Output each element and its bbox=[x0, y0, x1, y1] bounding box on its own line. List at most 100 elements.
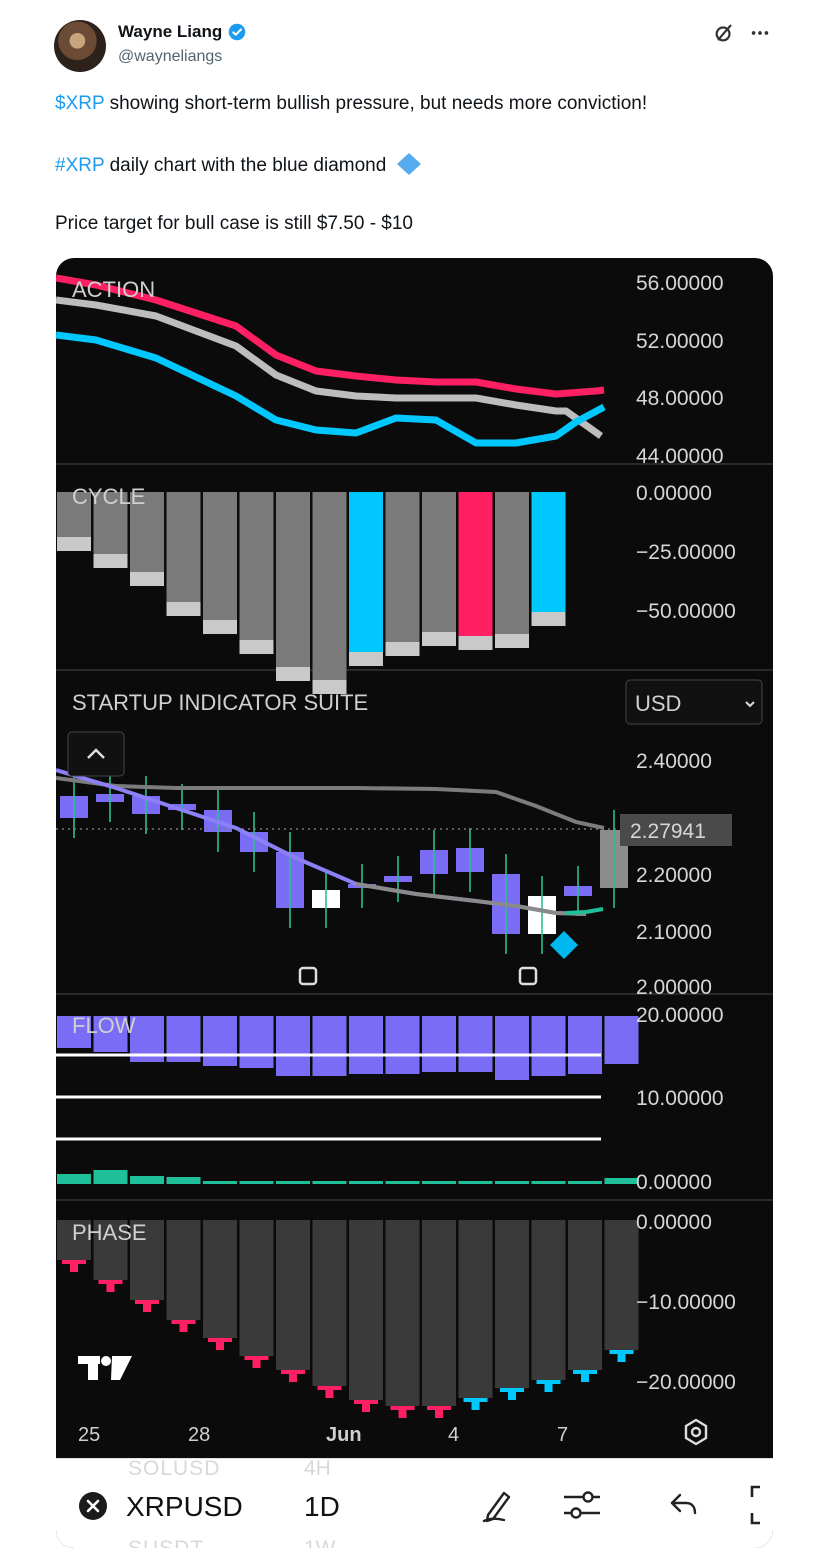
phase-bar bbox=[604, 1220, 639, 1350]
author-name[interactable]: Wayne Liang bbox=[118, 22, 223, 41]
action-pink-line bbox=[56, 274, 605, 398]
date-label: Jun bbox=[326, 1424, 362, 1446]
flow-bar bbox=[604, 1016, 639, 1064]
phase-bar bbox=[495, 1220, 529, 1388]
more-options-icon[interactable] bbox=[749, 22, 771, 44]
cycle-bar-cap bbox=[458, 632, 493, 650]
date-label: 28 bbox=[188, 1424, 210, 1446]
chart-canvas: ACTION 56.00000 52.00000 48.00000 44.000… bbox=[56, 272, 773, 1446]
last-price-badge bbox=[620, 814, 732, 846]
main-tick-2: 2.10000 bbox=[636, 921, 712, 944]
tweet-text-line-2: #XRP daily chart with the blue diamond bbox=[55, 152, 422, 178]
flow-teal-bar bbox=[458, 1181, 493, 1184]
cycle-bar-cap bbox=[312, 676, 347, 694]
cycle-bar bbox=[385, 492, 420, 642]
action-cyan-line bbox=[56, 331, 606, 447]
flow-teal-bar bbox=[203, 1181, 237, 1184]
flow-pane: FLOW 20.00000 10.00000 0.00000 bbox=[56, 1004, 724, 1194]
cycle-bar-cap bbox=[495, 630, 529, 648]
main-grey-ma-line bbox=[56, 776, 605, 830]
cycle-bar-cap bbox=[203, 616, 237, 634]
cycle-bar bbox=[276, 492, 310, 667]
cycle-bar bbox=[495, 492, 529, 634]
cycle-bar bbox=[458, 492, 493, 636]
cashtag-link[interactable]: $XRP bbox=[55, 93, 105, 114]
phase-tick-0: 0.00000 bbox=[636, 1211, 712, 1234]
date-label: 25 bbox=[78, 1424, 100, 1446]
ghost-symbol: SUSDT bbox=[128, 1537, 204, 1548]
main-pane-label: STARTUP INDICATOR SUITE bbox=[72, 690, 368, 715]
flow-bar bbox=[276, 1016, 310, 1076]
flow-bar bbox=[458, 1016, 493, 1072]
cycle-bar bbox=[239, 492, 274, 640]
action-tick-1: 52.00000 bbox=[636, 330, 724, 353]
blue-diamond-emoji-icon bbox=[396, 153, 421, 175]
flow-teal-bar bbox=[57, 1174, 91, 1184]
cycle-bar-cap bbox=[57, 533, 91, 551]
date-label: 4 bbox=[448, 1424, 459, 1446]
pen-draw-icon[interactable] bbox=[478, 1485, 518, 1525]
flow-teal-bar bbox=[385, 1181, 420, 1184]
collapse-toggle[interactable] bbox=[67, 731, 125, 777]
flow-tick-2: 0.00000 bbox=[636, 1171, 712, 1194]
phase-bar bbox=[422, 1220, 456, 1406]
action-grey-line bbox=[56, 296, 604, 439]
symbol-name[interactable]: XRPUSD bbox=[126, 1491, 243, 1522]
phase-bar bbox=[385, 1220, 420, 1406]
cycle-bar-cap bbox=[349, 648, 383, 666]
flow-teal-bar bbox=[495, 1181, 529, 1184]
cycle-bar-cap bbox=[422, 628, 456, 646]
tweet-text-line-1: $XRP showing short-term bullish pressure… bbox=[55, 93, 648, 114]
verified-badge-icon bbox=[228, 23, 246, 41]
ghost-interval: 1W bbox=[304, 1537, 336, 1548]
settings-hexagon-icon[interactable] bbox=[684, 1418, 708, 1446]
remove-symbol-icon[interactable] bbox=[78, 1491, 108, 1521]
author-name-row[interactable]: Wayne Liang bbox=[118, 22, 246, 42]
flow-teal-bar bbox=[93, 1170, 128, 1184]
hashtag-link[interactable]: #XRP bbox=[55, 155, 105, 176]
phase-bar bbox=[130, 1220, 164, 1300]
tweet-text-line-3: Price target for bull case is still $7.5… bbox=[55, 213, 414, 234]
flow-bar bbox=[93, 1016, 128, 1052]
flow-teal-bar bbox=[312, 1181, 347, 1184]
cycle-tick-2: −50.00000 bbox=[636, 600, 736, 623]
grok-icon[interactable] bbox=[713, 22, 735, 44]
flow-tick-0: 20.00000 bbox=[636, 1004, 724, 1027]
flow-bar bbox=[312, 1016, 347, 1076]
author-avatar[interactable] bbox=[54, 20, 106, 72]
flow-teal-bar bbox=[568, 1181, 602, 1184]
action-pane: ACTION 56.00000 52.00000 48.00000 44.000… bbox=[56, 272, 724, 468]
symbol-toolbar: SOLUSD SUSDT 4H 1W XRPUSD 1D bbox=[56, 1457, 773, 1548]
last-price-value: 2.27941 bbox=[630, 820, 706, 843]
cycle-bar bbox=[93, 492, 128, 554]
phase-bar bbox=[568, 1220, 602, 1370]
phase-bar bbox=[239, 1220, 274, 1356]
action-tick-2: 48.00000 bbox=[636, 387, 724, 410]
chart-image-card[interactable]: ACTION 56.00000 52.00000 48.00000 44.000… bbox=[56, 258, 773, 1548]
phase-tick-2: −20.00000 bbox=[636, 1371, 736, 1394]
phase-pane-label: PHASE bbox=[72, 1220, 147, 1245]
square-marker-icon bbox=[518, 966, 538, 986]
square-marker-icon bbox=[298, 966, 318, 986]
phase-bar bbox=[276, 1220, 310, 1370]
flow-teal-bar bbox=[276, 1181, 310, 1184]
flow-teal-bar bbox=[239, 1181, 274, 1184]
phase-bar bbox=[93, 1220, 128, 1280]
cycle-bar bbox=[130, 492, 164, 572]
flow-bar bbox=[531, 1016, 566, 1076]
cycle-bar bbox=[531, 492, 566, 612]
author-handle[interactable]: @wayneliangs bbox=[118, 48, 223, 65]
fullscreen-icon[interactable] bbox=[746, 1483, 766, 1527]
flow-teal-bar bbox=[349, 1181, 383, 1184]
interval-button[interactable]: 1D bbox=[304, 1491, 340, 1522]
currency-select[interactable] bbox=[625, 679, 763, 725]
flow-teal-bar bbox=[531, 1181, 566, 1184]
flow-bar bbox=[422, 1016, 456, 1072]
indicator-settings-icon[interactable] bbox=[562, 1487, 602, 1523]
phase-bar bbox=[203, 1220, 237, 1338]
flow-bar bbox=[495, 1016, 529, 1080]
tradingview-logo-icon bbox=[78, 1356, 132, 1380]
undo-icon[interactable] bbox=[668, 1489, 700, 1519]
cycle-bar-cap bbox=[276, 663, 310, 681]
cycle-bar-cap bbox=[130, 568, 164, 586]
